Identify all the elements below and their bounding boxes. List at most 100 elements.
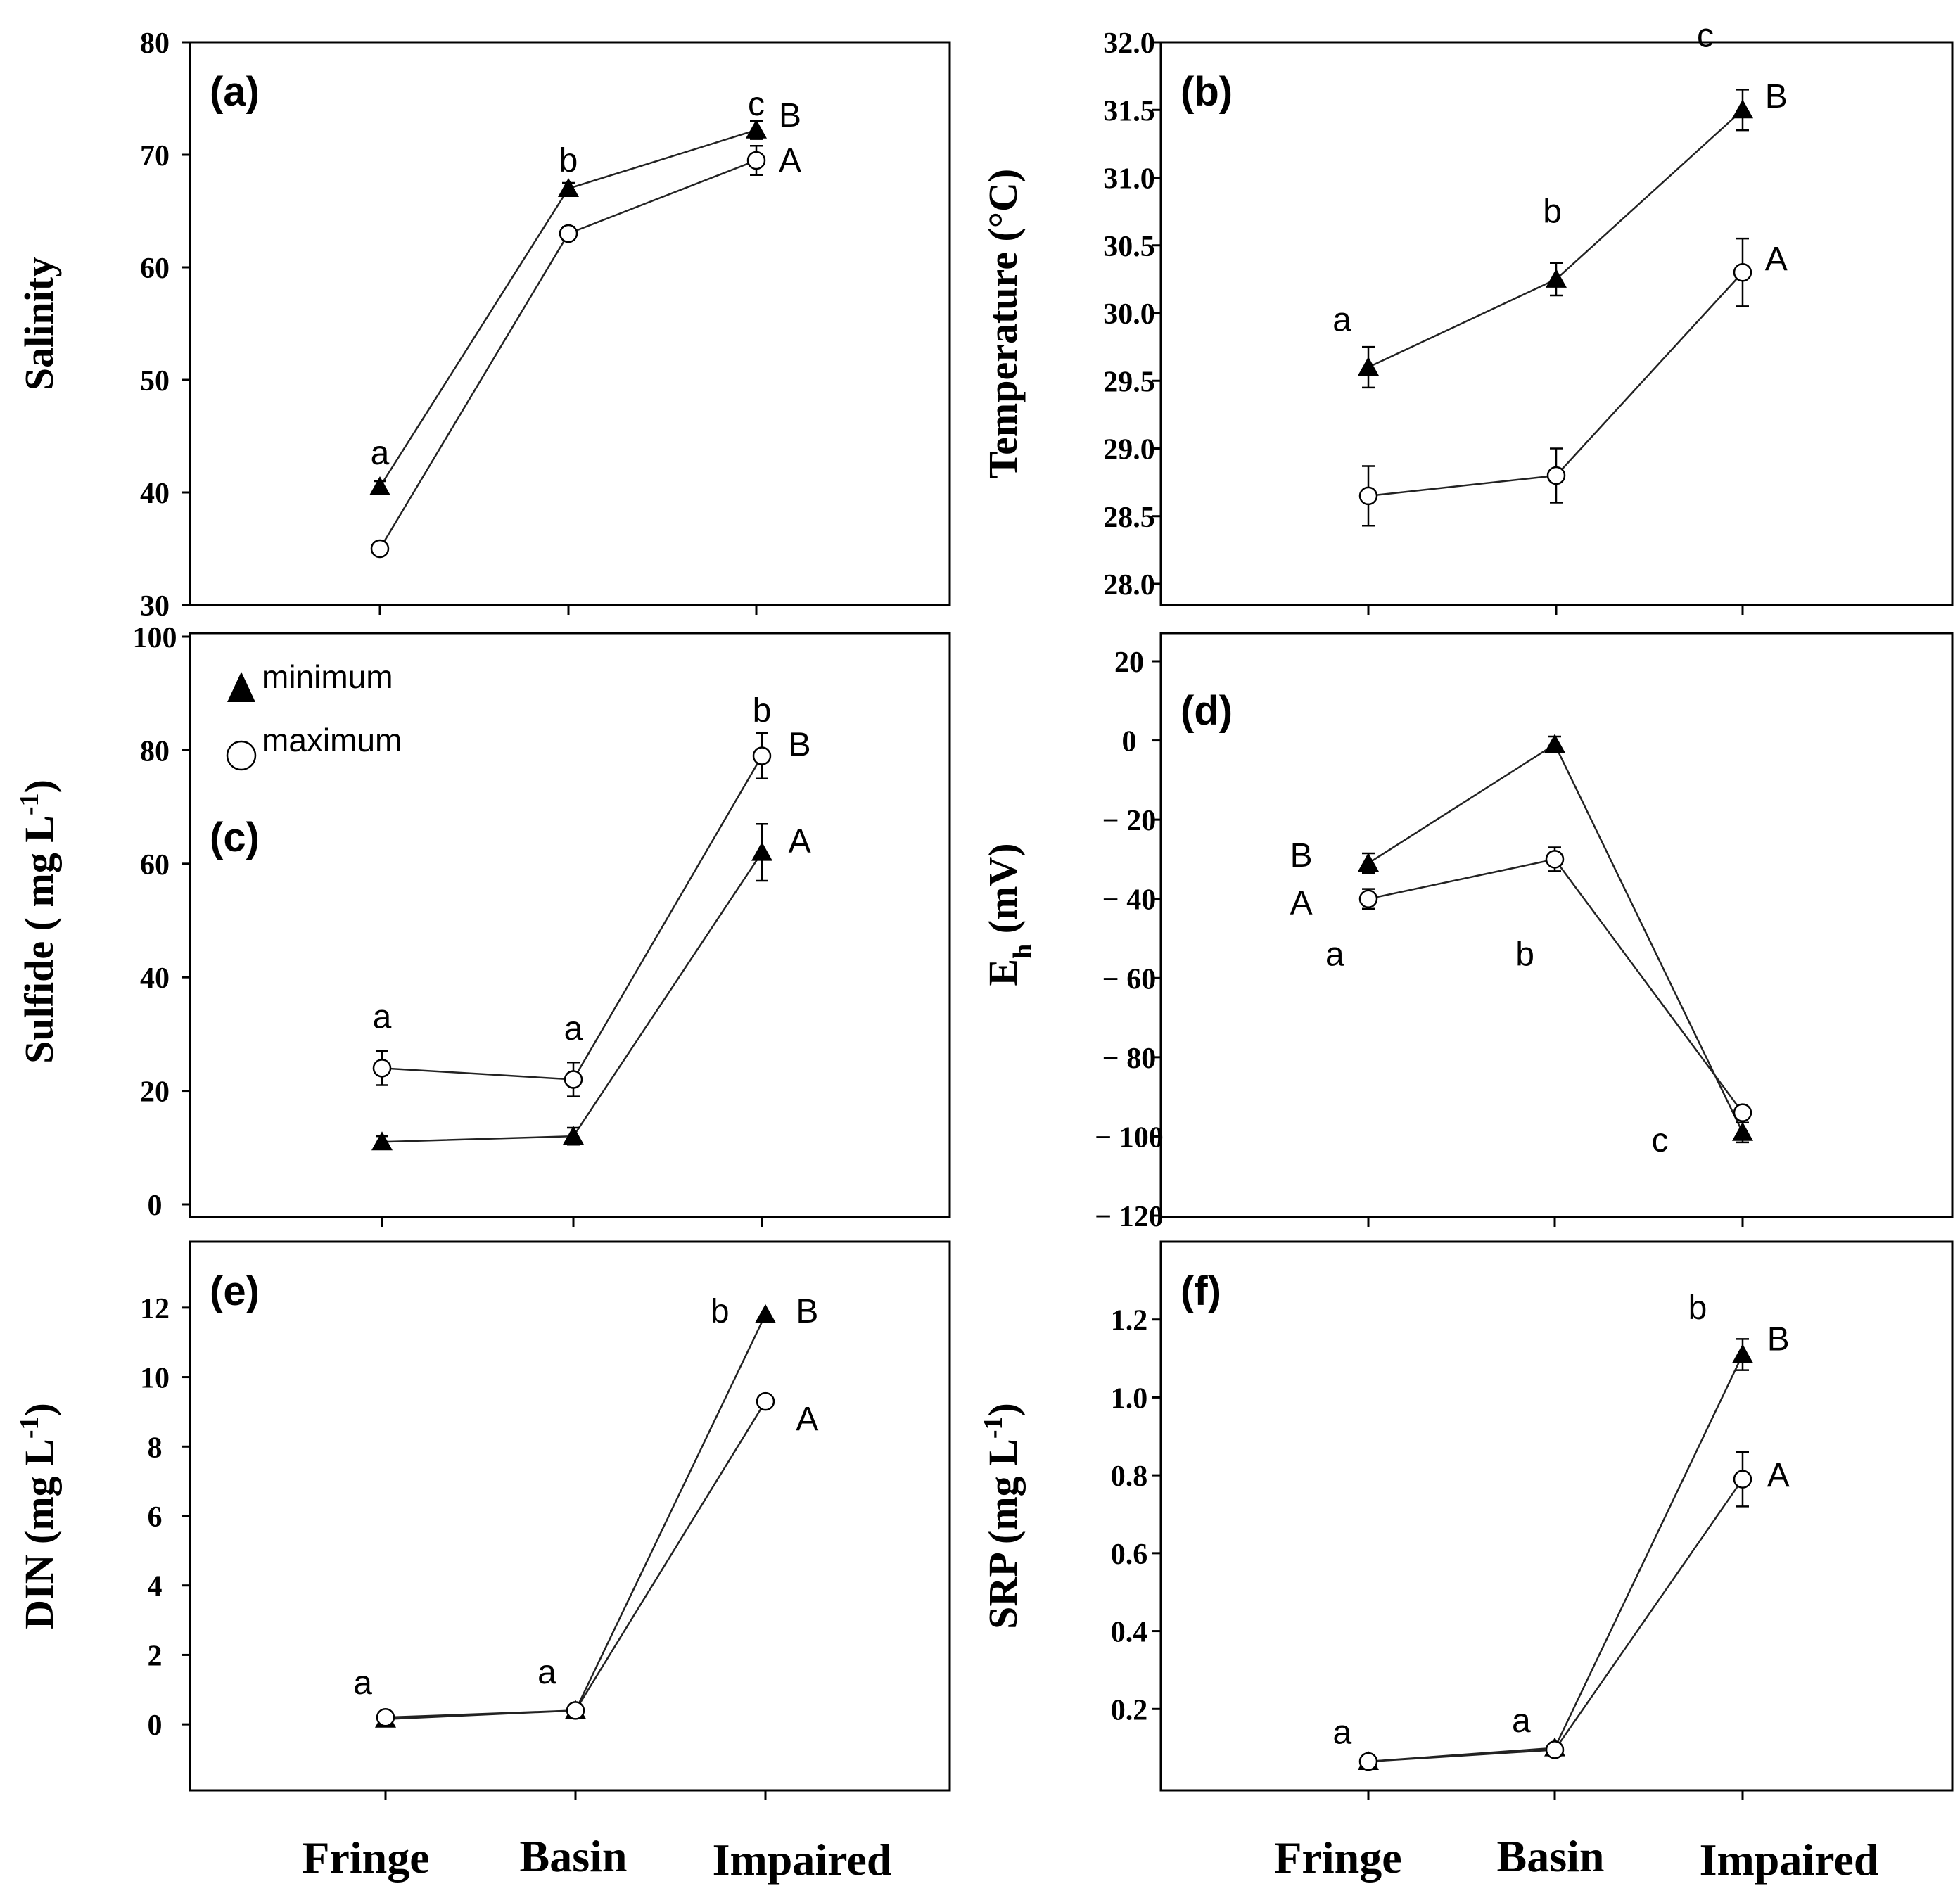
significance-letter: a: [373, 999, 392, 1036]
panel-c-sulfide: 0 20 40 60 80 100 Sulfide ( mg L-1) (c) a a bB Amin…: [15, 622, 951, 1227]
data-point-maximum: [1733, 1103, 1752, 1122]
y-tick-label: − 40: [1102, 884, 1156, 917]
significance-letter: c: [1652, 1122, 1669, 1159]
plot-frame: [189, 41, 951, 606]
significance-letter: B: [789, 726, 811, 763]
y-tick-label: − 120: [1095, 1201, 1163, 1233]
data-point-minimum: [1732, 99, 1753, 119]
series-line-maximum: [1368, 1478, 1744, 1763]
y-tick-label: 12: [140, 1293, 170, 1325]
y-tick-label: 30.5: [1103, 231, 1155, 263]
data-point-maximum: [566, 1701, 585, 1720]
x-category-impaired: Impaired: [713, 1835, 892, 1885]
y-tick-label: 20: [1114, 647, 1144, 679]
significance-letter: B: [796, 1293, 818, 1330]
y-tick-label: 40: [140, 478, 170, 510]
plot-frame: [1159, 41, 1954, 606]
y-axis-label: DIN (mg L-1): [15, 1403, 62, 1629]
x-category-fringe: Fringe: [302, 1833, 429, 1883]
significance-letter: a: [371, 435, 390, 472]
x-category-impaired: Impaired: [1700, 1835, 1879, 1885]
significance-letter: a: [353, 1664, 372, 1702]
significance-letter: b: [711, 1293, 730, 1330]
x-category-fringe: Fringe: [1274, 1833, 1401, 1883]
significance-letter: a: [564, 1010, 583, 1047]
panel-label: (f): [1181, 1268, 1221, 1314]
y-tick-label: 2: [148, 1640, 163, 1672]
significance-letter: A: [1290, 884, 1313, 922]
plot-frame: [189, 632, 951, 1218]
y-tick-label: 10: [140, 1363, 170, 1395]
data-point-maximum: [1545, 1740, 1565, 1759]
y-tick-label: 1.0: [1111, 1382, 1148, 1415]
y-tick-label: 60: [140, 849, 170, 881]
panel-label: (d): [1181, 688, 1233, 734]
y-tick-label: 0.2: [1111, 1694, 1148, 1726]
x-category-labels-left: Fringe Basin Impaired: [302, 1831, 891, 1885]
data-point-minimum: [558, 178, 579, 197]
y-tick-label: 80: [140, 27, 170, 60]
y-tick-label: 60: [140, 253, 170, 285]
data-point-maximum: [1358, 486, 1378, 506]
y-tick-label: 70: [140, 140, 170, 172]
y-tick-label: 6: [148, 1501, 163, 1534]
data-point-minimum: [755, 1304, 776, 1323]
panel-label: (e): [210, 1268, 260, 1314]
y-tick-label: 50: [140, 365, 170, 397]
significance-letter: b: [753, 692, 772, 730]
significance-letter: A: [789, 823, 811, 860]
legend-label-minimum: minimum: [262, 658, 393, 695]
significance-letter: B: [1765, 78, 1788, 115]
panel-label: (c): [210, 815, 260, 860]
legend-label-maximum: maximum: [262, 722, 402, 758]
x-category-labels-right: Fringe Basin Impaired: [1274, 1831, 1878, 1885]
data-point-minimum: [371, 1131, 393, 1151]
data-point-minimum: [1544, 734, 1565, 753]
panel-d-eh: − 120 − 100 − 80 − 60 − 40 − 20 0 20 Eh (mV) (d) B…: [980, 632, 1954, 1233]
significance-letter: A: [1765, 241, 1788, 278]
series-line-minimum: [1368, 1354, 1744, 1763]
y-axis-label: Temperature (°C): [980, 169, 1026, 478]
y-tick-label: 0: [148, 1190, 163, 1222]
y-axis-label: SRP (mg L-1): [979, 1403, 1026, 1629]
data-point-minimum: [746, 119, 767, 139]
legend-marker-minimum: [227, 672, 255, 702]
significance-letter: a: [1325, 936, 1344, 974]
significance-letter: A: [1767, 1457, 1790, 1494]
panel-f-srp: 0.2 0.4 0.6 0.8 1.0 1.2 SRP (mg L-1) (f) a a b B A: [979, 1240, 1954, 1800]
data-point-maximum: [370, 539, 390, 559]
significance-letter: A: [779, 142, 801, 179]
data-point-minimum: [1546, 268, 1567, 288]
significance-letter: B: [779, 97, 801, 134]
significance-letter: b: [1515, 936, 1534, 974]
data-point-maximum: [372, 1059, 392, 1078]
y-tick-label: 0.4: [1111, 1617, 1148, 1649]
x-category-basin: Basin: [520, 1831, 628, 1881]
data-point-minimum: [1732, 1121, 1753, 1141]
data-point-maximum: [752, 746, 772, 765]
panel-label: (a): [210, 69, 260, 115]
y-tick-label: 80: [140, 735, 170, 768]
data-point-minimum: [1358, 853, 1379, 872]
data-point-minimum: [369, 476, 390, 495]
significance-letter: B: [1767, 1320, 1790, 1358]
y-tick-label: − 80: [1102, 1043, 1156, 1075]
significance-letter: A: [796, 1401, 818, 1438]
series-line-maximum: [385, 1401, 767, 1719]
panel-e-din: 0 2 4 6 8 10 12 DIN (mg L-1) (e) a a b B A: [15, 1240, 951, 1800]
data-point-maximum: [1358, 889, 1378, 908]
data-point-maximum: [1733, 1470, 1752, 1489]
y-tick-label: 32.0: [1103, 27, 1155, 60]
plot-frame: [189, 1240, 951, 1792]
data-point-minimum: [1358, 357, 1379, 376]
panel-a-salinity: 30 40 50 60 70 80 Salinity (a) a b c BA: [16, 27, 951, 623]
data-point-minimum: [1732, 1344, 1753, 1363]
y-tick-label: 28.0: [1103, 569, 1155, 601]
legend-marker-maximum: [226, 740, 257, 771]
series-line-minimum: [385, 1314, 767, 1720]
panel-label: (b): [1181, 69, 1233, 115]
data-point-maximum: [376, 1708, 395, 1727]
y-tick-label: 29.0: [1103, 434, 1155, 466]
plot-frame: [1159, 632, 1954, 1218]
